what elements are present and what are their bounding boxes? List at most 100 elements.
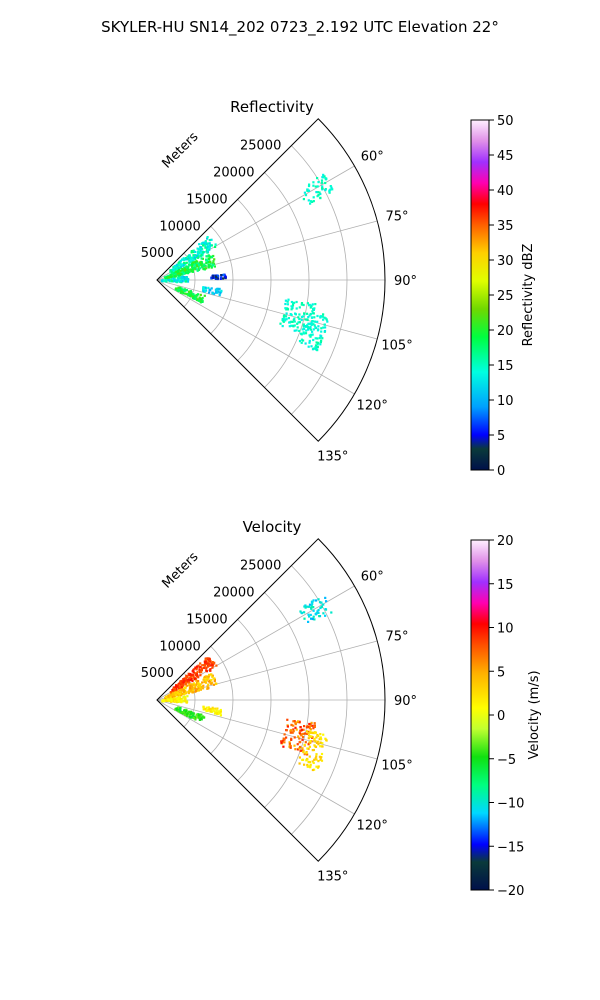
echo-gate xyxy=(318,191,321,194)
echo-gate xyxy=(210,238,213,241)
echo-gate xyxy=(205,670,208,673)
echo-gate xyxy=(297,316,300,319)
echo-gate xyxy=(208,663,211,666)
echo-gate xyxy=(195,665,199,668)
echo-gate xyxy=(214,274,217,277)
echo-gate xyxy=(187,692,190,695)
echo-gate xyxy=(312,312,315,315)
echo-gate xyxy=(219,277,222,280)
echo-gate xyxy=(189,259,192,262)
echo-gate xyxy=(324,737,327,740)
echo-gate xyxy=(210,664,213,667)
echo-gate xyxy=(210,265,213,269)
echo-gate xyxy=(306,312,309,315)
echo-gate xyxy=(207,709,210,712)
echo-gate xyxy=(186,695,189,698)
echo-gate xyxy=(207,677,210,680)
echo-gate xyxy=(173,265,177,268)
echo-gate xyxy=(307,725,310,728)
echo-gate xyxy=(194,673,198,676)
echo-gate xyxy=(175,281,179,284)
echo-gate xyxy=(309,312,312,316)
echo-gate xyxy=(198,243,201,246)
echo-gate xyxy=(182,700,185,703)
echo-gate xyxy=(304,752,307,755)
echo-gate xyxy=(197,263,201,267)
echo-gate xyxy=(307,189,311,192)
echo-gate xyxy=(307,199,310,202)
echo-gate xyxy=(212,677,215,680)
sector-outline xyxy=(156,538,386,862)
range-tick-label: 15000 xyxy=(186,612,227,627)
echo-gate xyxy=(298,737,301,740)
echo-gate xyxy=(198,714,201,717)
echo-gate xyxy=(173,697,176,700)
echo-gate xyxy=(312,308,315,311)
echo-gate xyxy=(317,743,320,746)
echo-gate xyxy=(195,298,198,302)
echo-gate xyxy=(189,678,192,682)
echo-gate xyxy=(195,254,198,257)
echo-gate xyxy=(308,334,311,337)
echo-gate xyxy=(312,184,315,187)
echo-gate xyxy=(309,728,312,731)
echo-gate xyxy=(211,675,214,678)
echo-gate xyxy=(288,741,291,744)
range-axis-label: Meters xyxy=(160,549,202,591)
echo-gate xyxy=(307,605,311,608)
echo-gate xyxy=(312,761,315,764)
echo-gate xyxy=(188,261,191,264)
echo-gate xyxy=(202,244,205,247)
echo-gate xyxy=(306,302,309,305)
echo-gate xyxy=(211,264,214,267)
echo-gate xyxy=(192,714,195,717)
echo-gate xyxy=(303,191,306,194)
echo-gate xyxy=(174,691,177,694)
echo-gate xyxy=(311,724,314,727)
echo-gate xyxy=(180,688,183,691)
echo-gate xyxy=(308,722,311,726)
echo-gate xyxy=(202,241,205,244)
echo-gate xyxy=(301,758,304,761)
echo-gate xyxy=(319,316,322,319)
echo-gate xyxy=(188,715,191,718)
echo-gate xyxy=(170,698,174,701)
echo-gate xyxy=(300,315,303,318)
echo-gate xyxy=(205,677,208,680)
echo-gate xyxy=(208,659,211,662)
echo-gate xyxy=(310,607,313,610)
echo-gate xyxy=(211,664,215,667)
echo-gate xyxy=(170,269,173,273)
echo-gate xyxy=(191,263,194,266)
echo-gate xyxy=(175,279,178,282)
colorbar-ticks: −20 −15 −10 −5 0 5 10 15 20 xyxy=(489,534,524,899)
echo-gate xyxy=(202,286,205,289)
echo-gate xyxy=(296,748,300,751)
echo-gate xyxy=(304,318,307,321)
echo-gate xyxy=(312,338,315,342)
echo-gate xyxy=(173,279,176,282)
echo-gate xyxy=(185,679,188,682)
echo-gate xyxy=(214,291,218,294)
range-tick-label: 5000 xyxy=(141,666,174,681)
echo-gate xyxy=(330,611,333,614)
echo-gate xyxy=(311,760,314,763)
echo-gate xyxy=(291,304,295,307)
echo-gate xyxy=(328,189,331,192)
echo-gate xyxy=(217,290,220,293)
echo-gate xyxy=(306,753,309,756)
echo-gate xyxy=(313,732,316,735)
echo-gate xyxy=(315,758,318,761)
echo-gate xyxy=(192,677,195,680)
echo-gate xyxy=(308,760,311,764)
echo-gate xyxy=(188,683,191,687)
echo-gate xyxy=(312,323,315,326)
colorbar-tick-label: 0 xyxy=(497,709,505,724)
echo-gate xyxy=(191,691,194,694)
echo-gate xyxy=(207,676,210,679)
echo-gate xyxy=(296,743,299,746)
echo-gate xyxy=(189,290,192,293)
echo-gate xyxy=(203,294,206,297)
echo-gate xyxy=(222,273,225,276)
echo-gate xyxy=(297,735,300,738)
